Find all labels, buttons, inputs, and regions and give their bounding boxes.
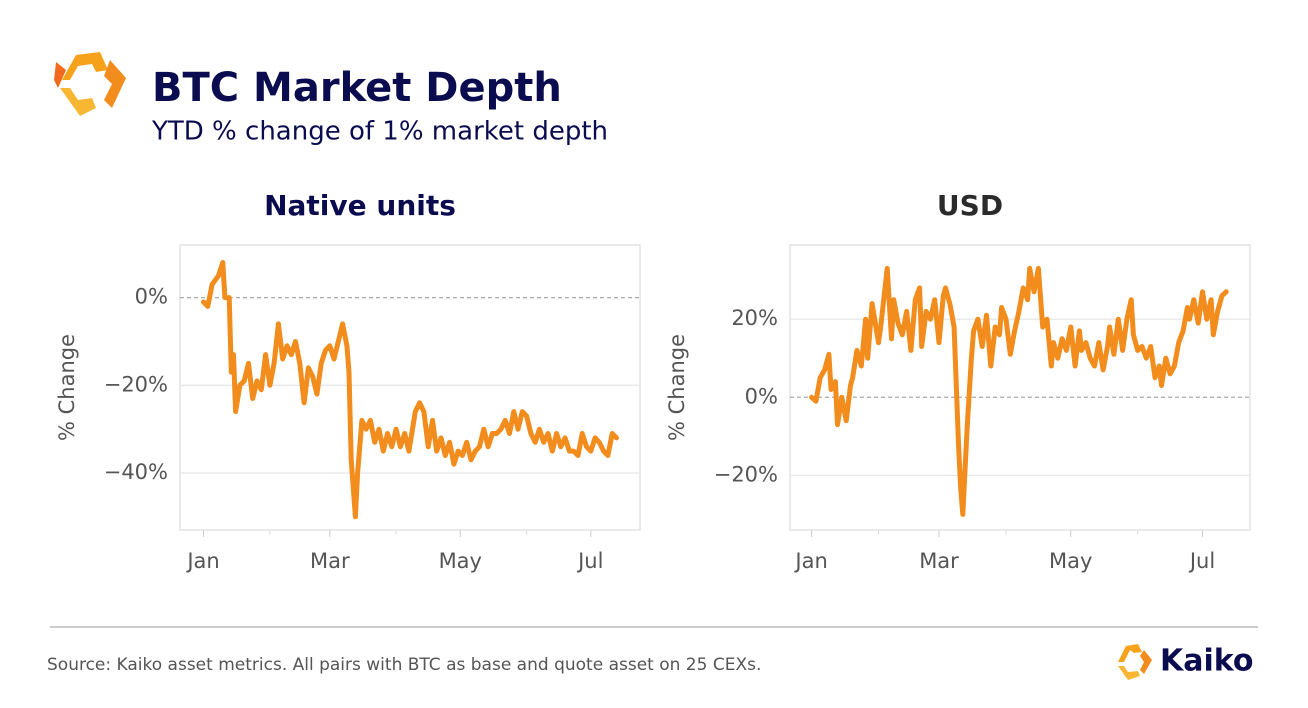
x-tick-label: Jan [185, 549, 219, 573]
y-tick-label: −20% [714, 462, 778, 486]
data-line [809, 265, 1229, 517]
page-title: BTC Market Depth [152, 65, 562, 111]
y-tick-label: 0% [135, 285, 168, 309]
y-tick-label: 0% [745, 384, 778, 408]
chart-title: Native units [264, 189, 456, 222]
x-tick-label: Jul [1188, 549, 1215, 573]
x-tick-label: Jul [576, 549, 603, 573]
page-subtitle: YTD % change of 1% market depth [151, 117, 608, 147]
source-note: Source: Kaiko asset metrics. All pairs w… [47, 655, 761, 675]
plot-frame [179, 244, 641, 531]
x-tick-label: May [439, 549, 482, 573]
y-tick-label: −20% [104, 372, 168, 396]
y-tick-label: 20% [731, 306, 778, 330]
x-tick-label: Mar [919, 549, 959, 573]
x-tick-label: Jan [793, 549, 827, 573]
y-axis-title: % Change [55, 334, 79, 441]
logo-mark [54, 52, 126, 116]
brand-name: Kaiko [1160, 644, 1254, 679]
y-axis-title: % Change [665, 334, 689, 441]
x-tick-label: May [1049, 549, 1092, 573]
brand-logo [1118, 644, 1152, 680]
plot-frame [789, 244, 1251, 531]
x-tick-label: Mar [310, 549, 350, 573]
data-line [201, 260, 619, 520]
chart-title: USD [937, 189, 1003, 222]
y-tick-label: −40% [104, 460, 168, 484]
